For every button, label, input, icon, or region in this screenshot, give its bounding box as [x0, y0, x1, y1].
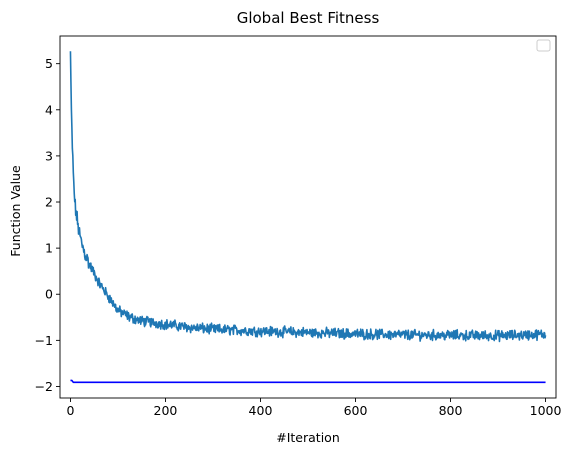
y-axis-title: Function Value: [8, 165, 23, 257]
y-tick-label-0: −2: [35, 379, 53, 394]
x-tick-label-2: 400: [249, 403, 273, 418]
plot-area: 0 200 400 600 800 1000 −2 −1 0 1 2 3 4 5: [35, 35, 562, 418]
y-tick-label-7: 5: [45, 56, 53, 71]
x-tick-label-4: 800: [439, 403, 463, 418]
plot-frame: [59, 35, 557, 399]
series-group: [69, 51, 547, 384]
series-line-0: [69, 51, 547, 343]
x-tick-label-0: 0: [66, 403, 74, 418]
chart-title: Global Best Fitness: [237, 9, 380, 27]
series-line-1: [70, 379, 546, 384]
x-axis-title: #Iteration: [276, 430, 340, 445]
y-tick-label-1: −1: [35, 333, 53, 348]
x-tick-label-5: 1000: [530, 403, 562, 418]
legend-box: [536, 39, 551, 52]
x-tick-label-3: 600: [344, 403, 368, 418]
y-tick-label-6: 4: [45, 102, 53, 117]
y-tick-label-5: 3: [45, 148, 53, 163]
y-tick-label-4: 2: [45, 195, 53, 210]
x-tick-label-1: 200: [154, 403, 178, 418]
y-tick-label-2: 0: [45, 287, 53, 302]
y-tick-label-3: 1: [45, 241, 53, 256]
